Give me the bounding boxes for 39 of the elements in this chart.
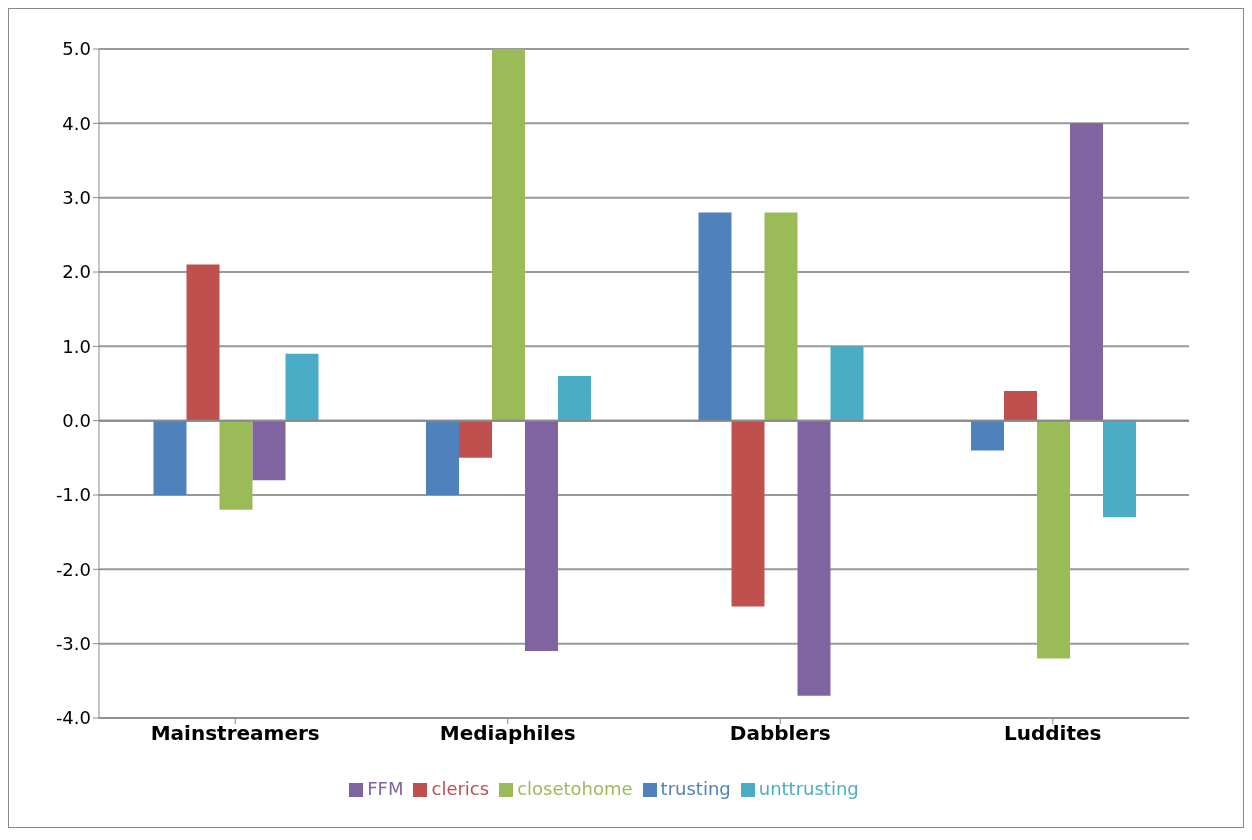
bar — [285, 353, 319, 421]
bar — [764, 212, 798, 421]
x-tick-label: Luddites — [1004, 721, 1102, 746]
bar — [252, 420, 286, 481]
bar — [1070, 123, 1103, 421]
bar — [153, 420, 187, 495]
bar — [731, 420, 765, 607]
bar — [1103, 420, 1136, 518]
bar — [525, 420, 558, 652]
y-tick-label: -2.0 — [55, 558, 91, 580]
y-tick-label: -3.0 — [55, 633, 91, 655]
bar — [1037, 420, 1070, 659]
bar — [830, 346, 864, 421]
legend-label: FFM — [367, 778, 404, 799]
bar — [1004, 390, 1037, 421]
y-tick-label: 2.0 — [62, 261, 91, 283]
bar — [797, 420, 831, 696]
bar — [492, 49, 525, 421]
y-tick-label: 4.0 — [62, 112, 91, 134]
y-tick-label: -4.0 — [55, 707, 91, 729]
y-tick-label: 3.0 — [62, 187, 91, 209]
legend-label: trusting — [660, 778, 731, 799]
y-tick-label: 1.0 — [62, 335, 91, 357]
y-tick-label: 0.0 — [62, 410, 91, 432]
bar — [426, 420, 459, 495]
bar — [459, 420, 492, 458]
x-tick-label: Mainstreamers — [150, 721, 320, 746]
y-tick-label: -1.0 — [55, 484, 91, 506]
legend-label: closetohome — [517, 778, 633, 799]
legend-label: unttrusting — [758, 778, 859, 799]
x-tick-label: Mediaphiles — [439, 721, 576, 746]
bar — [698, 212, 732, 421]
bar — [186, 264, 220, 421]
legend-label: clerics — [431, 778, 490, 799]
bar — [219, 420, 253, 510]
bar — [971, 420, 1004, 451]
x-tick-label: Dabblers — [729, 721, 831, 746]
y-tick-label: 5.0 — [62, 38, 91, 60]
bar — [558, 376, 591, 421]
